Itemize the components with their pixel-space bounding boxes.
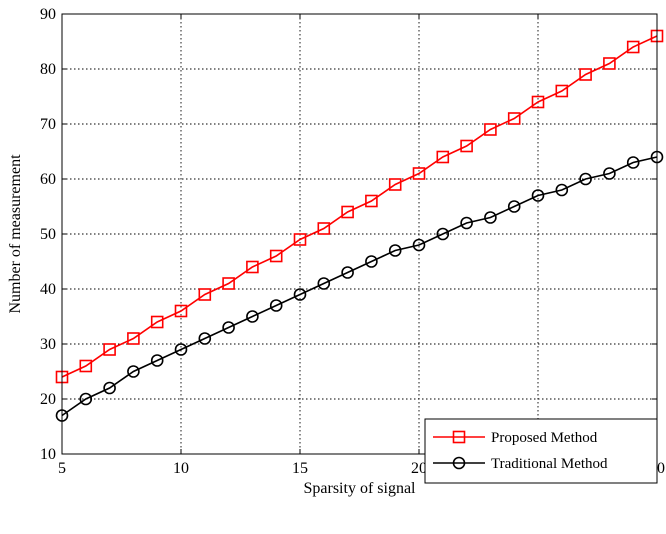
legend: Proposed Method Traditional Method <box>424 418 658 484</box>
data-point <box>507 200 521 213</box>
data-point <box>484 123 497 136</box>
data-point <box>79 392 93 406</box>
grid-lines <box>62 14 657 454</box>
data-point <box>603 57 616 70</box>
data-point <box>246 310 259 323</box>
data-point <box>198 332 212 345</box>
data-point <box>127 332 140 345</box>
data-point <box>103 381 116 395</box>
x-tick-label: 10 <box>173 460 189 477</box>
legend-entry: Traditional Method <box>433 456 608 472</box>
data-point <box>555 84 569 98</box>
legend-marker <box>452 430 466 444</box>
y-tick-label: 10 <box>40 446 56 463</box>
legend-entry: Proposed Method <box>433 430 598 446</box>
y-tick-label: 90 <box>40 6 56 23</box>
data-point <box>388 244 402 257</box>
data-point <box>341 266 354 279</box>
data-point <box>127 365 140 378</box>
data-point <box>293 233 307 246</box>
data-point <box>626 40 640 54</box>
y-tick-label: 70 <box>40 116 56 133</box>
series-line <box>61 35 658 378</box>
data-point <box>269 299 283 312</box>
data-point <box>222 277 235 290</box>
data-point <box>436 150 450 164</box>
data-point <box>293 288 307 301</box>
data-point <box>198 288 212 301</box>
axis-ticks: 51015202530102030405060708090 <box>40 6 665 477</box>
y-tick-label: 50 <box>40 226 56 243</box>
y-tick-label: 60 <box>40 171 56 188</box>
data-point <box>222 321 235 334</box>
data-point <box>436 227 450 241</box>
data-point <box>341 205 354 219</box>
y-axis-title: Number of measurement <box>7 154 24 314</box>
data-point <box>626 156 640 169</box>
data-point <box>174 304 188 318</box>
data-point <box>603 167 616 180</box>
series-circle-group <box>55 150 664 422</box>
data-point <box>150 315 164 329</box>
x-axis-title: Sparsity of signal <box>304 480 417 497</box>
data-point <box>365 194 378 208</box>
data-point <box>555 183 569 197</box>
legend-marker <box>452 456 466 470</box>
data-point <box>579 68 592 81</box>
data-point <box>460 139 473 153</box>
y-tick-label: 30 <box>40 336 56 353</box>
data-point <box>365 255 378 268</box>
data-point <box>531 95 545 109</box>
y-tick-label: 20 <box>40 391 56 408</box>
series-square-group <box>55 29 664 384</box>
data-point <box>79 359 93 373</box>
data-point <box>460 216 473 230</box>
data-point <box>412 238 426 252</box>
data-point <box>507 112 521 125</box>
y-tick-label: 40 <box>40 281 56 298</box>
data-point <box>412 167 426 180</box>
series-lines <box>55 29 664 422</box>
data-point <box>317 222 331 235</box>
data-point <box>150 354 164 367</box>
data-point <box>388 178 402 191</box>
data-point <box>579 172 592 186</box>
series-line <box>61 156 658 417</box>
legend-label: Traditional Method <box>491 456 608 472</box>
x-tick-label: 20 <box>411 460 427 477</box>
data-point <box>246 260 259 274</box>
data-point <box>531 189 545 202</box>
data-point <box>174 343 188 356</box>
x-tick-label: 15 <box>292 460 308 477</box>
x-tick-label: 5 <box>58 460 66 477</box>
legend-box <box>424 418 658 484</box>
y-tick-label: 80 <box>40 61 56 78</box>
data-point <box>484 211 497 224</box>
data-point <box>269 249 283 263</box>
data-point <box>317 277 331 290</box>
data-point <box>103 343 116 356</box>
legend-entries: Proposed Method Traditional Method <box>433 430 608 472</box>
legend-label: Proposed Method <box>491 430 598 446</box>
